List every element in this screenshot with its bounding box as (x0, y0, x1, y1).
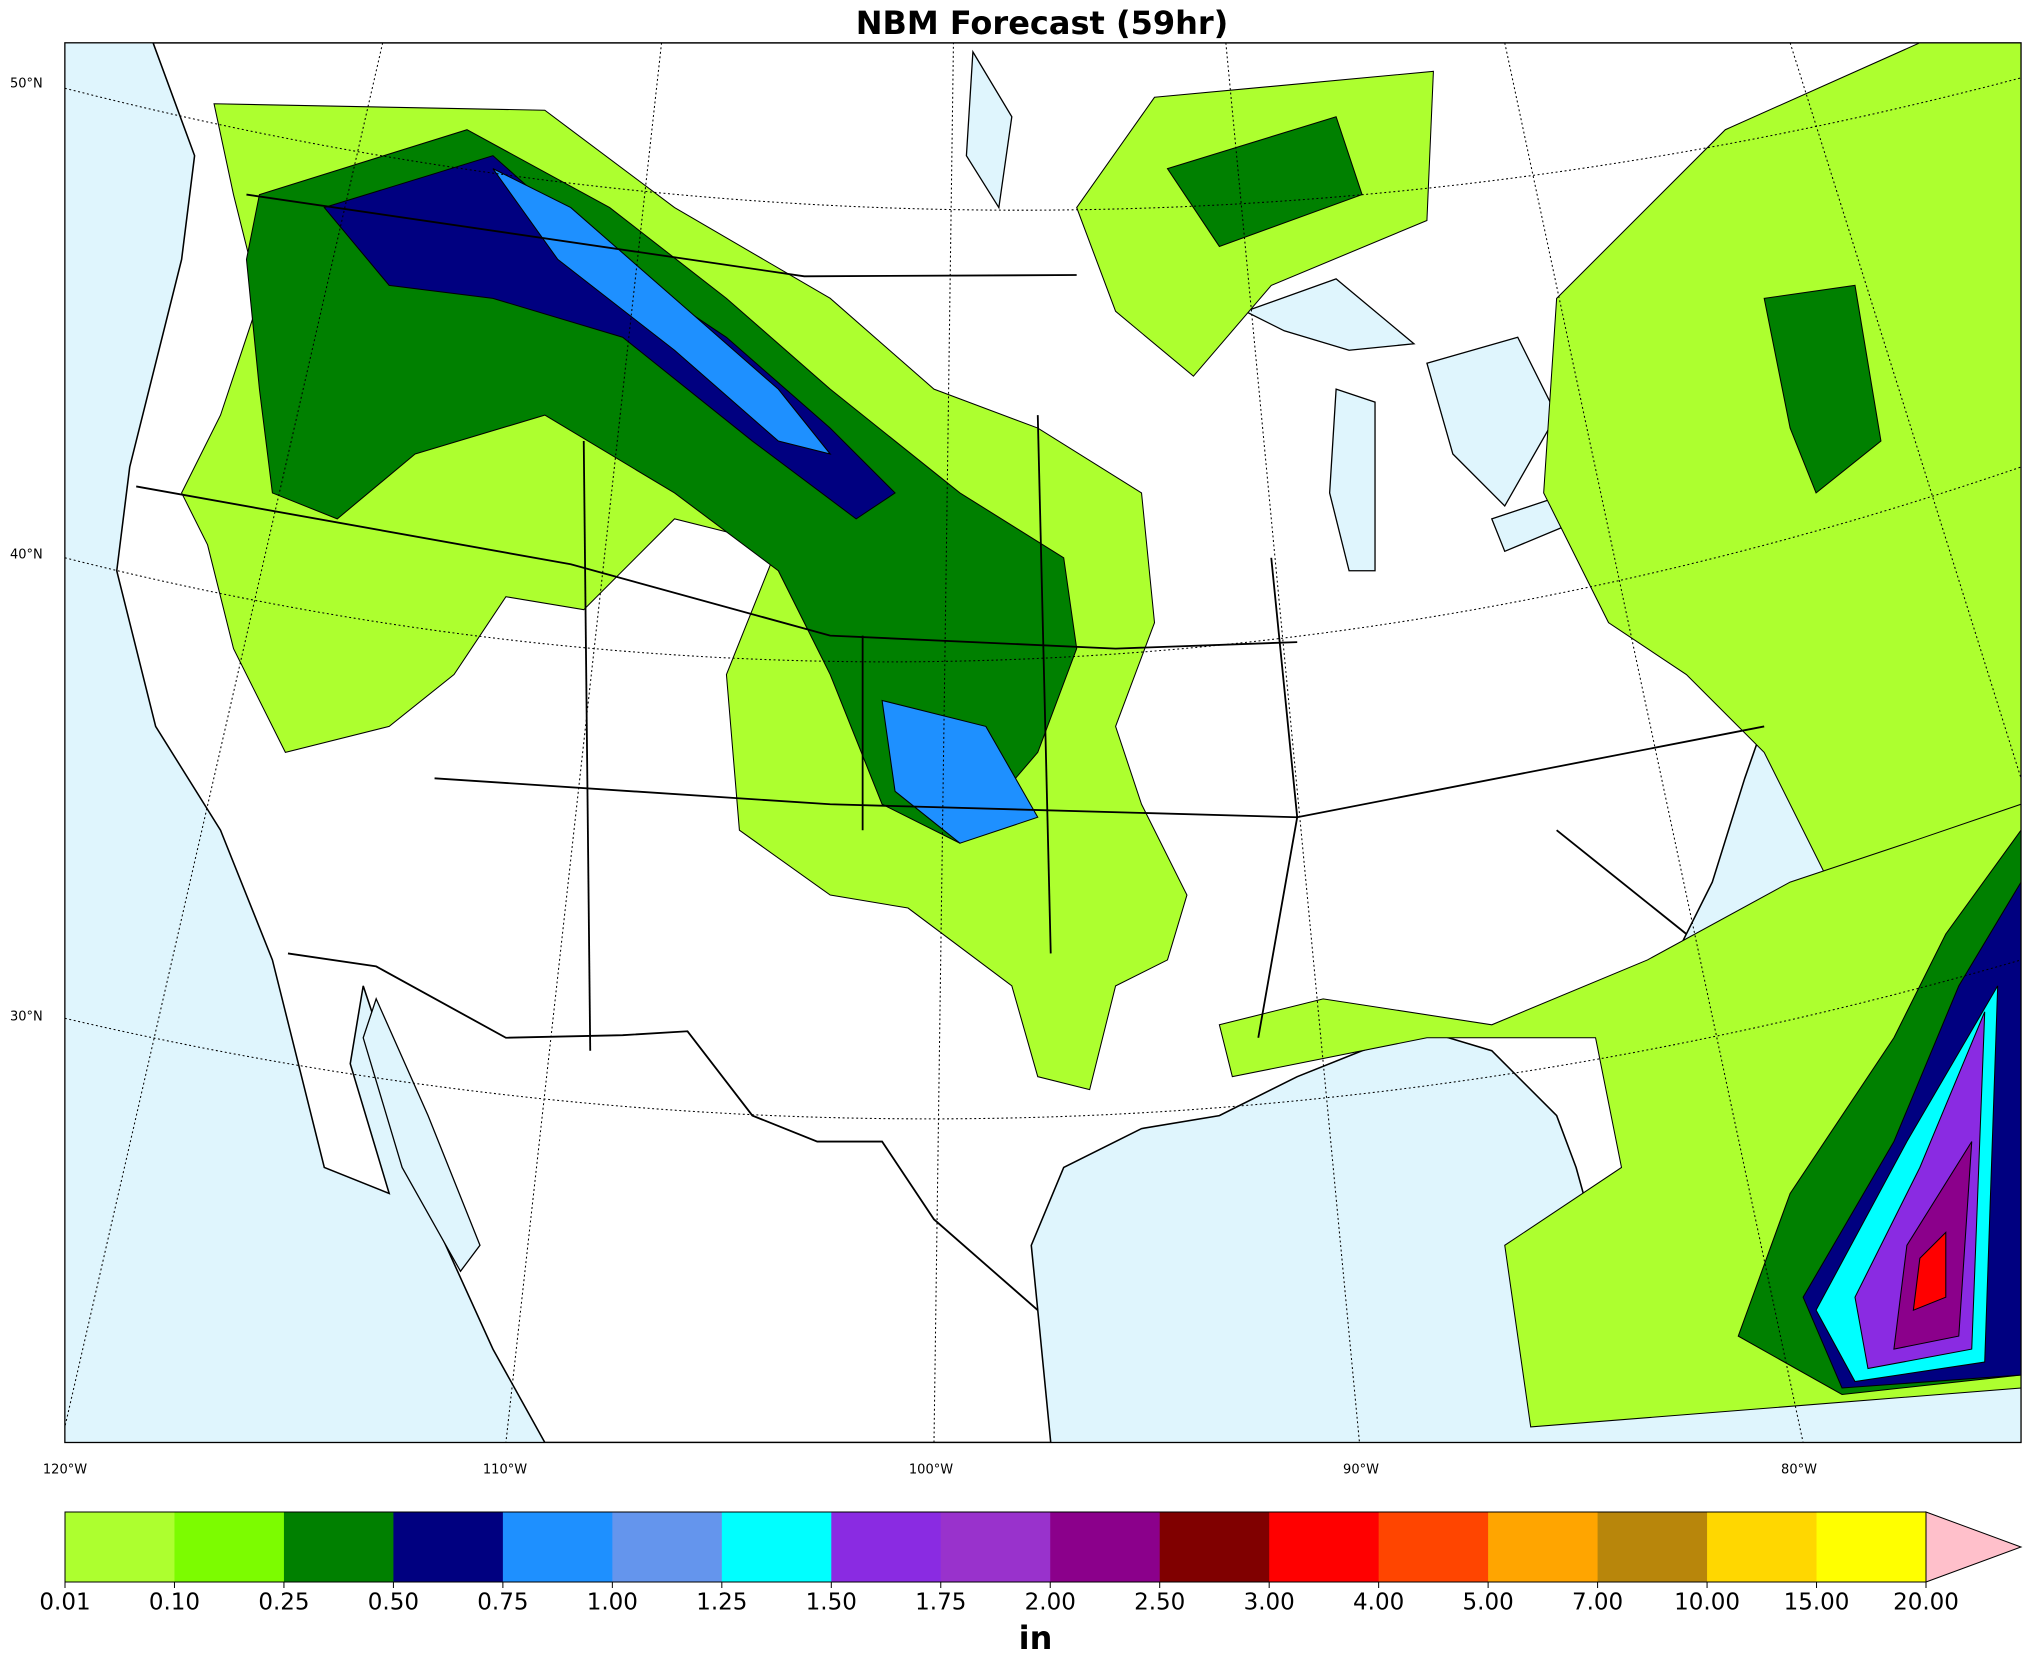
colorbar-tick-label: 10.00 (1674, 1590, 1740, 1616)
colorbar-segment (831, 1512, 942, 1582)
map-title: NBM Forecast (59hr) (856, 4, 1229, 42)
colorbar-tick-label: 0.01 (39, 1590, 90, 1616)
colorbar-tick-label: 3.00 (1244, 1590, 1295, 1616)
colorbar-segment (1050, 1512, 1161, 1582)
colorbar-tick-label: 4.00 (1353, 1590, 1404, 1616)
precipitation (181, 42, 2022, 1428)
borders (136, 193, 1765, 1311)
colorbar-segment (174, 1512, 285, 1582)
graticule (64, 42, 2022, 1443)
colorbar-label: in (1019, 1619, 1053, 1657)
colorbar-segment (502, 1512, 613, 1582)
lat-label: 40°N (10, 548, 43, 563)
map (64, 42, 2022, 1444)
colorbar-segment (393, 1512, 504, 1582)
colorbar-segment (721, 1512, 832, 1582)
colorbar-segment (940, 1512, 1051, 1582)
colorbar-tick-label: 1.75 (915, 1590, 966, 1616)
colorbar-tick-label: 1.25 (696, 1590, 747, 1616)
lon-label: 120°W (43, 1463, 87, 1478)
lon-label: 80°W (1781, 1463, 1817, 1478)
axis-labels: 50°N 40°N 30°N 120°W 110°W 100°W 90°W 80°W (10, 77, 1817, 1478)
colorbar-tick-label: 0.10 (149, 1590, 200, 1616)
colorbar-tick-label: 1.00 (587, 1590, 638, 1616)
colorbar-segment (1597, 1512, 1708, 1582)
colorbar-segment (1378, 1512, 1489, 1582)
colorbar-segment (1159, 1512, 1270, 1582)
lat-label: 30°N (10, 1010, 43, 1025)
colorbar-tick-label: 20.00 (1893, 1590, 1959, 1616)
colorbar-segment (612, 1512, 723, 1582)
colorbar: 0.01 0.10 0.25 0.50 0.75 1.00 1.25 1.50 1.75 2.00… (39, 1511, 2023, 1657)
colorbar-tick-label: 0.75 (477, 1590, 528, 1616)
lon-label: 100°W (909, 1463, 953, 1478)
colorbar-segment (1488, 1512, 1599, 1582)
colorbar-outline (64, 1511, 1926, 1583)
colorbar-tick-label: 7.00 (1572, 1590, 1623, 1616)
colorbar-segment (1269, 1512, 1380, 1582)
colorbar-tick-label: 5.00 (1463, 1590, 1514, 1616)
colorbar-tick-label: 15.00 (1784, 1590, 1850, 1616)
lon-label: 110°W (483, 1463, 527, 1478)
colorbar-extension (1925, 1511, 2023, 1583)
colorbar-tick-label: 0.25 (258, 1590, 309, 1616)
colorbar-tick-label: 1.50 (806, 1590, 857, 1616)
colorbar-segment (283, 1512, 394, 1582)
gulf-of-california (362, 997, 481, 1273)
lon-label: 90°W (1343, 1463, 1379, 1478)
colorbar-segment (1707, 1512, 1818, 1582)
colorbar-segment (1816, 1512, 1927, 1582)
lat-label: 50°N (10, 77, 43, 92)
colorbar-segment (65, 1512, 175, 1582)
map-frame (64, 42, 2022, 1444)
colorbar-tick-label: 2.50 (1134, 1590, 1185, 1616)
colorbar-tick-label: 2.00 (1025, 1590, 1076, 1616)
colorbar-tick-label: 0.50 (368, 1590, 419, 1616)
